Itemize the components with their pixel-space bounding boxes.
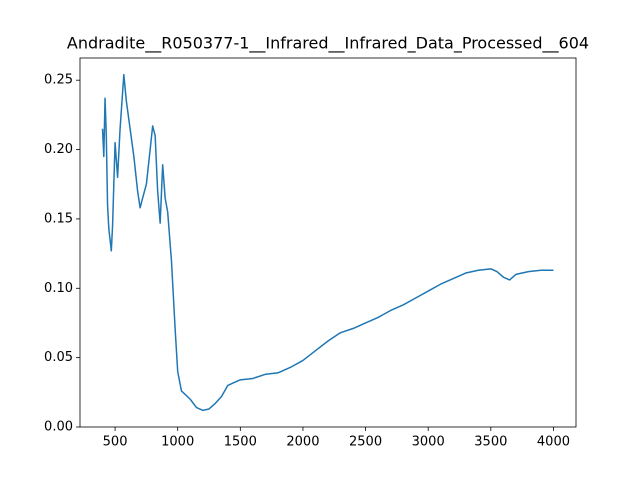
x-tick-label: 2000 [286,435,319,450]
x-tick-label: 2500 [349,435,382,450]
x-tick-label: 3500 [474,435,507,450]
data-line [101,73,554,412]
x-tick-label: 500 [103,435,128,450]
x-tick-label: 1500 [224,435,257,450]
x-tick-label: 4000 [537,435,570,450]
x-tick-label: 1000 [161,435,194,450]
y-tick-label: 0.15 [44,211,73,226]
axes-frame [79,57,577,428]
y-tick-label: 0.20 [44,142,73,157]
x-tick-label: 3000 [412,435,445,450]
y-tick-label: 0.05 [44,350,73,365]
y-tick-label: 0.00 [44,420,73,435]
y-tick-label: 0.25 [44,73,73,88]
chart-title: Andradite__R050377-1__Infrared__Infrared… [67,34,589,54]
y-tick-label: 0.10 [44,281,73,296]
